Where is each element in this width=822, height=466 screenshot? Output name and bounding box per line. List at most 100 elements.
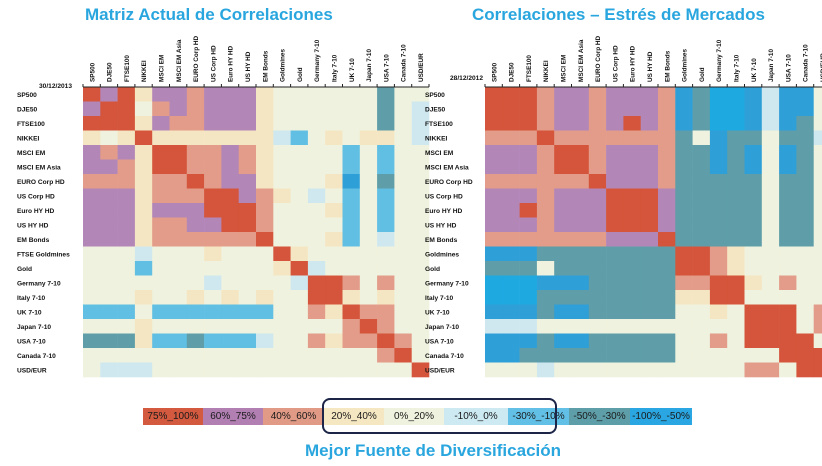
heatmap-cell — [554, 348, 572, 363]
heatmap-cell — [813, 203, 822, 218]
heatmap-cell — [796, 319, 814, 334]
heatmap-cell — [394, 304, 412, 320]
row-label-us-corp-hd: US Corp HD — [425, 194, 463, 201]
heatmap-cell — [256, 116, 274, 131]
heatmap-cell — [623, 246, 641, 262]
heatmap-cell — [727, 275, 745, 291]
heatmap-cell — [692, 116, 711, 131]
heatmap-cell — [727, 319, 745, 334]
heatmap-cell — [536, 319, 555, 334]
heatmap-cell — [658, 261, 676, 276]
heatmap-cell — [640, 333, 659, 349]
heatmap-cell — [377, 145, 395, 160]
column-label-msci-em-asia: MSCI EM Asia — [176, 39, 183, 82]
heatmap-cell — [571, 101, 590, 117]
heatmap-cell — [359, 217, 378, 233]
heatmap-cell — [238, 348, 257, 363]
heatmap-cell — [186, 348, 205, 363]
column-label-canada-7-10: Canada 7-10 — [803, 44, 810, 82]
heatmap-cell — [536, 290, 555, 305]
heatmap-cell — [394, 333, 412, 349]
heatmap-cell — [675, 116, 693, 131]
heatmap-cell — [588, 333, 607, 349]
heatmap-cell — [502, 232, 520, 247]
heatmap-cell — [221, 217, 239, 233]
heatmap-cell — [256, 87, 274, 102]
heatmap-cell — [221, 159, 239, 175]
heatmap-cell — [273, 319, 291, 334]
heatmap-cell — [169, 116, 188, 131]
heatmap-cell — [169, 333, 188, 349]
column-label-msci-em: MSCI EM — [560, 55, 567, 82]
heatmap-cell — [342, 116, 361, 131]
heatmap-cell — [485, 217, 503, 233]
heatmap-cell — [359, 101, 378, 117]
heatmap-cell — [169, 217, 188, 233]
heatmap-cell — [727, 174, 745, 189]
heatmap-cell — [377, 362, 395, 378]
heatmap-cell — [359, 333, 378, 349]
heatmap-cell — [204, 319, 222, 334]
heatmap-cell — [256, 304, 274, 320]
heatmap-cell — [325, 261, 343, 276]
heatmap-cell — [221, 174, 239, 189]
heatmap-cell — [359, 261, 378, 276]
heatmap-cell — [186, 116, 205, 131]
heatmap-cell — [186, 232, 205, 247]
heatmap-cell — [273, 275, 291, 291]
heatmap-cell — [744, 217, 763, 233]
heatmap-cell — [359, 290, 378, 305]
heatmap-cell — [485, 87, 503, 102]
heatmap-cell — [169, 203, 188, 218]
heatmap-cell — [658, 159, 676, 175]
heatmap-cell — [675, 319, 693, 334]
heatmap-cell — [186, 333, 205, 349]
heatmap-cell — [658, 174, 676, 189]
heatmap-cell — [796, 116, 814, 131]
column-label-ftse100: FTSE100 — [124, 55, 131, 82]
legend-item-5: 0%_20% — [384, 408, 444, 425]
heatmap-cell — [779, 261, 797, 276]
heatmap-cell — [221, 333, 239, 349]
heatmap-cell — [606, 174, 624, 189]
heatmap-cell — [411, 333, 430, 349]
heatmap-cell — [83, 174, 101, 189]
heatmap-cell — [117, 319, 136, 334]
heatmap-cell — [83, 304, 101, 320]
heatmap-cell — [796, 304, 814, 320]
heatmap-cell — [186, 304, 205, 320]
heatmap-cell — [169, 159, 188, 175]
heatmap-cell — [606, 290, 624, 305]
heatmap-cell — [675, 217, 693, 233]
row-label-em-bonds: EM Bonds — [17, 237, 50, 244]
heatmap-cell — [519, 116, 538, 131]
heatmap-cell — [117, 290, 136, 305]
heatmap-cell — [117, 362, 136, 378]
heatmap-cell — [623, 159, 641, 175]
row-label-dje50: DJE50 — [425, 107, 445, 114]
heatmap-cell — [502, 275, 520, 291]
heatmap-cell — [169, 174, 188, 189]
heatmap-cell — [606, 246, 624, 262]
heatmap-cell — [571, 304, 590, 320]
heatmap-cell — [273, 246, 291, 262]
heatmap-cell — [623, 290, 641, 305]
heatmap-cell — [290, 362, 309, 378]
heatmap-cell — [342, 145, 361, 160]
heatmap-cell — [342, 101, 361, 117]
heatmap-cell — [377, 130, 395, 146]
heatmap-cell — [377, 188, 395, 204]
heatmap-cell — [675, 246, 693, 262]
heatmap-cell — [675, 145, 693, 160]
heatmap-cell — [204, 246, 222, 262]
heatmap-cell — [485, 232, 503, 247]
heatmap-cell — [779, 362, 797, 378]
column-label-euro-hy-hd: Euro HY HD — [630, 46, 637, 82]
row-label-euro-corp-hd: EURO Corp HD — [425, 179, 473, 186]
heatmap-cell — [761, 362, 780, 378]
heatmap-cell — [519, 101, 538, 117]
heatmap-cell — [485, 101, 503, 117]
heatmap-cell — [394, 232, 412, 247]
heatmap-cell — [744, 159, 763, 175]
heatmap-cell — [536, 232, 555, 247]
